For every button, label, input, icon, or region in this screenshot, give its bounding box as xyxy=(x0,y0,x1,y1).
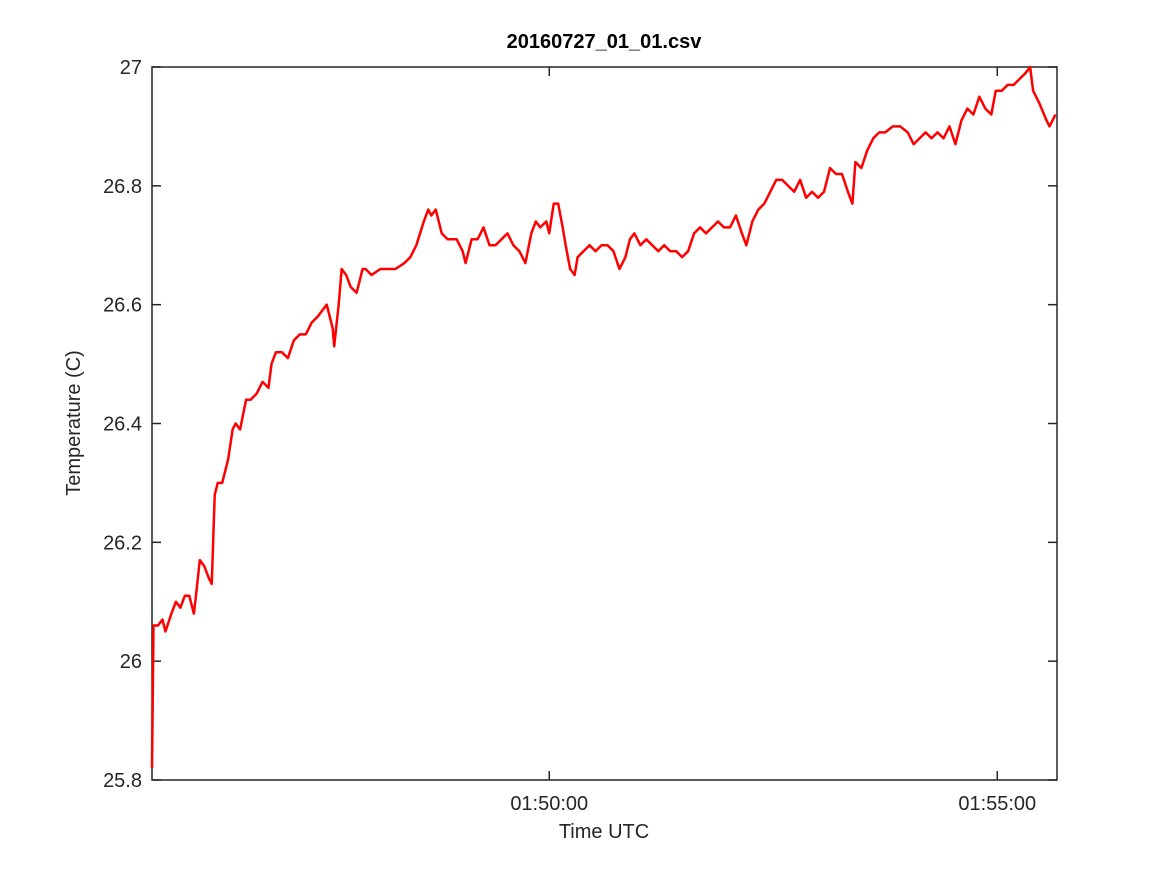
y-tick-label: 27 xyxy=(120,57,142,79)
y-tick-label: 26.8 xyxy=(103,176,142,198)
x-axis-label: Time UTC xyxy=(559,821,649,843)
chart-title: 20160727_01_01.csv xyxy=(507,31,703,53)
y-axis-label: Temperature (C) xyxy=(63,350,85,496)
y-tick-label: 26.6 xyxy=(103,295,142,317)
y-tick-label: 26.2 xyxy=(103,532,142,554)
y-tick-label: 26 xyxy=(120,651,142,673)
y-tick-label: 26.4 xyxy=(103,414,142,436)
x-tick-label: 01:55:00 xyxy=(958,793,1036,815)
data-line xyxy=(150,65,1057,769)
x-tick-label: 01:50:00 xyxy=(510,793,588,815)
y-tick-label: 25.8 xyxy=(103,770,142,792)
plot-frame xyxy=(151,66,1058,781)
